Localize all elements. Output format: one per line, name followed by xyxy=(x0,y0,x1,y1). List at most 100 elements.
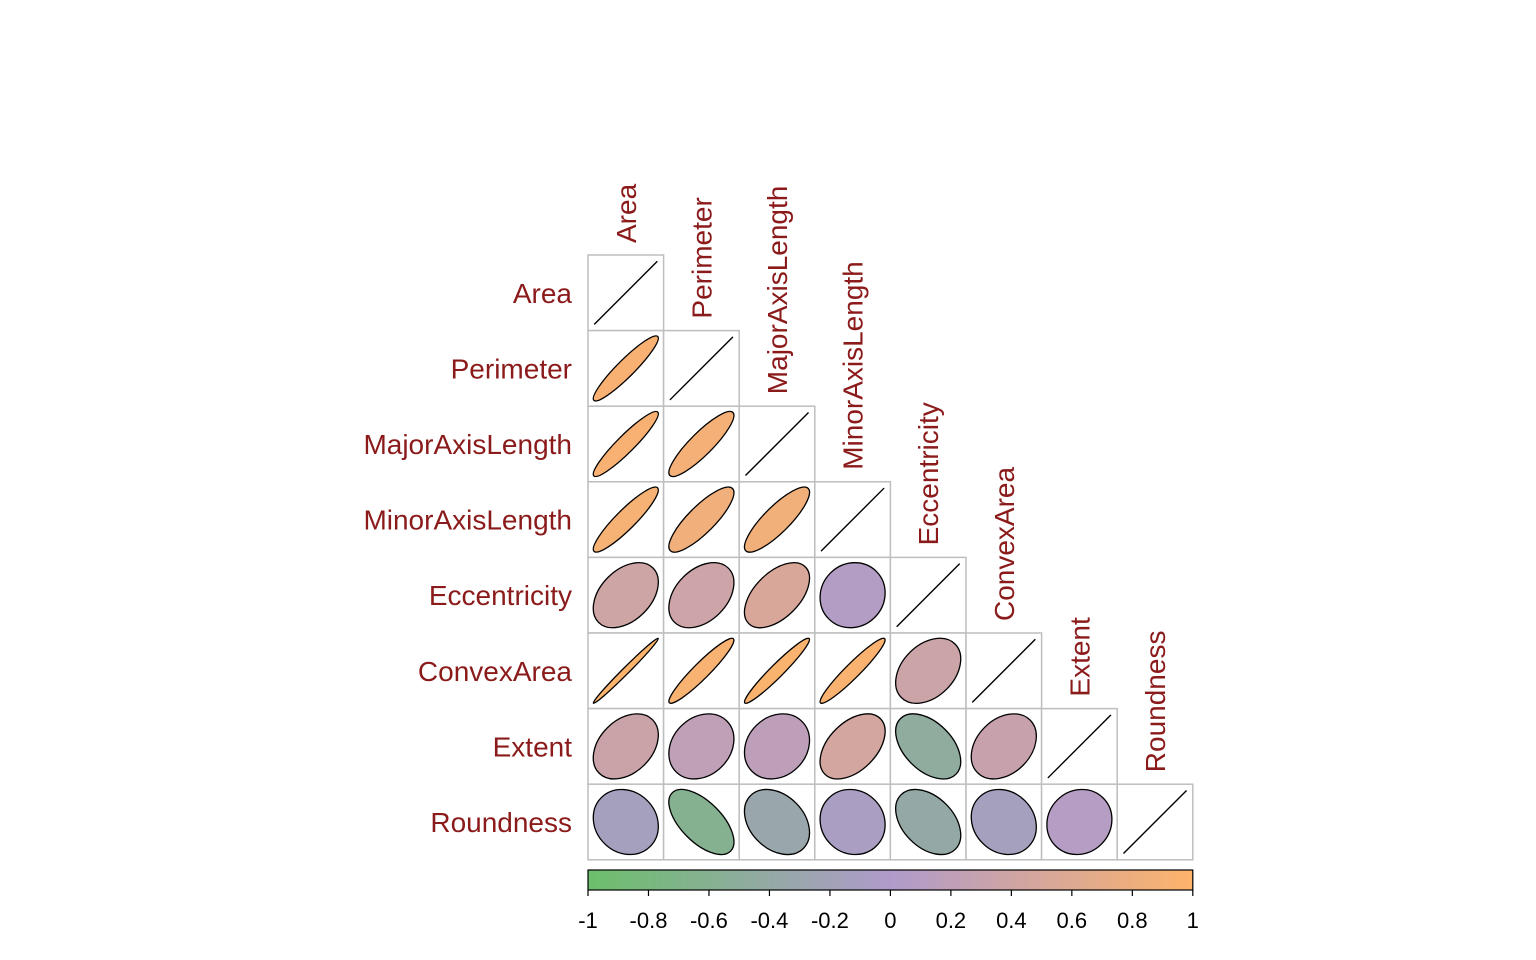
ellipse-mark xyxy=(668,637,735,704)
row-label: Roundness xyxy=(430,807,572,838)
cell-ConvexArea-MinorAxisLength xyxy=(814,632,892,710)
cell-MajorAxisLength-Perimeter xyxy=(662,405,740,483)
ellipse-mark xyxy=(743,788,811,856)
ellipse-mark xyxy=(895,713,962,780)
row-label: Area xyxy=(513,278,573,309)
cell-Roundness-ConvexArea xyxy=(965,783,1043,861)
ellipse-mark xyxy=(592,637,659,704)
cell-MajorAxisLength-Area xyxy=(587,405,665,483)
cell-ConvexArea-Eccentricity xyxy=(889,632,967,710)
column-label: ConvexArea xyxy=(989,466,1020,621)
cell-Extent-MajorAxisLength xyxy=(738,707,816,785)
tick-label: -0.4 xyxy=(750,908,788,933)
tick-label: -1 xyxy=(578,908,598,933)
diagonal-mark xyxy=(896,563,961,628)
row-label: Eccentricity xyxy=(429,580,572,611)
tick-label: 0 xyxy=(884,908,896,933)
column-label: Eccentricity xyxy=(913,402,944,545)
row-label: ConvexArea xyxy=(418,656,573,687)
cell-Extent-ConvexArea xyxy=(965,707,1043,785)
tick-label: 0.8 xyxy=(1117,908,1148,933)
cell-MinorAxisLength-Perimeter xyxy=(662,481,740,559)
ellipse-mark xyxy=(592,788,659,856)
cell-Extent-Extent xyxy=(1040,707,1118,785)
diagonal-mark xyxy=(1122,789,1188,855)
cell-MinorAxisLength-MinorAxisLength xyxy=(814,481,892,559)
ellipse-mark xyxy=(668,713,735,780)
cell-Perimeter-Area xyxy=(587,329,665,407)
cell-Eccentricity-MinorAxisLength xyxy=(814,556,892,634)
tick-label: 1 xyxy=(1187,908,1199,933)
column-label: MajorAxisLength xyxy=(762,186,793,395)
ellipse-mark xyxy=(1046,788,1113,856)
ellipse-mark xyxy=(592,410,659,478)
cell-Roundness-MinorAxisLength xyxy=(814,783,892,861)
ellipse-mark xyxy=(592,486,659,553)
ellipse-mark xyxy=(743,486,811,553)
ellipse-mark xyxy=(895,637,962,704)
column-label: Extent xyxy=(1064,617,1095,697)
tick-label: -0.8 xyxy=(630,908,668,933)
cell-Roundness-Area xyxy=(587,783,665,861)
ellipse-mark xyxy=(970,713,1037,780)
cell-Extent-Eccentricity xyxy=(889,707,967,785)
cell-Roundness-Extent xyxy=(1040,783,1118,861)
column-label: MinorAxisLength xyxy=(838,261,869,470)
column-labels: Area Perimeter MajorAxisLength MinorAxisLen… xyxy=(611,183,1171,772)
diagonal-mark xyxy=(593,260,658,325)
diagonal-mark xyxy=(1047,714,1112,779)
row-label: MinorAxisLength xyxy=(363,505,572,536)
cell-Extent-Area xyxy=(587,707,665,785)
ellipse-mark xyxy=(819,562,886,629)
diagonal-mark xyxy=(820,487,885,552)
tick-label: 0.2 xyxy=(936,908,967,933)
cell-Extent-MinorAxisLength xyxy=(814,707,892,785)
cell-Area-Area xyxy=(587,254,665,332)
cell-ConvexArea-ConvexArea xyxy=(965,632,1043,710)
diagonal-mark xyxy=(669,336,734,401)
diagonal-mark xyxy=(744,411,810,477)
cell-Roundness-MajorAxisLength xyxy=(738,783,816,861)
matrix-cells xyxy=(587,254,1194,861)
ellipse-mark xyxy=(819,788,886,856)
ellipse-mark xyxy=(668,562,735,629)
cell-ConvexArea-Perimeter xyxy=(662,632,740,710)
ellipse-mark xyxy=(743,562,811,629)
color-bar xyxy=(587,869,1194,891)
color-legend: -1 -0.8 -0.6 -0.4 -0.2 0 0.2 0.4 0.6 0.8 1 xyxy=(578,869,1199,933)
ellipse-mark xyxy=(970,788,1037,856)
row-label: MajorAxisLength xyxy=(363,429,572,460)
column-label: Roundness xyxy=(1140,631,1171,773)
cell-ConvexArea-MajorAxisLength xyxy=(738,632,816,710)
cell-Eccentricity-Perimeter xyxy=(662,556,740,634)
ellipse-mark xyxy=(819,637,886,704)
ellipse-mark xyxy=(819,713,886,780)
cell-Extent-Perimeter xyxy=(662,707,740,785)
cell-Roundness-Roundness xyxy=(1116,783,1194,861)
cell-Eccentricity-Eccentricity xyxy=(889,556,967,634)
cell-Roundness-Eccentricity xyxy=(889,783,967,861)
row-labels: Area Perimeter MajorAxisLength MinorAxisLen… xyxy=(363,278,572,838)
cell-ConvexArea-Area xyxy=(587,632,665,710)
cell-Eccentricity-Area xyxy=(587,556,665,634)
cell-Roundness-Perimeter xyxy=(662,783,740,861)
ellipse-mark xyxy=(592,562,659,629)
cell-Perimeter-Perimeter xyxy=(662,329,740,407)
tick-label: -0.6 xyxy=(690,908,728,933)
column-label: Perimeter xyxy=(686,197,717,318)
cell-MajorAxisLength-MajorAxisLength xyxy=(738,405,816,483)
tick-label: 0.6 xyxy=(1057,908,1088,933)
cell-MinorAxisLength-MajorAxisLength xyxy=(738,481,816,559)
ellipse-mark xyxy=(668,788,735,856)
column-label: Area xyxy=(611,183,642,243)
ellipse-mark xyxy=(668,410,735,478)
ellipse-mark xyxy=(592,713,659,780)
ellipse-mark xyxy=(592,335,659,402)
tick-label: -0.2 xyxy=(811,908,849,933)
cell-Eccentricity-MajorAxisLength xyxy=(738,556,816,634)
row-label: Perimeter xyxy=(451,353,572,384)
cell-MinorAxisLength-Area xyxy=(587,481,665,559)
ellipse-mark xyxy=(743,713,811,780)
row-label: Extent xyxy=(493,731,573,762)
